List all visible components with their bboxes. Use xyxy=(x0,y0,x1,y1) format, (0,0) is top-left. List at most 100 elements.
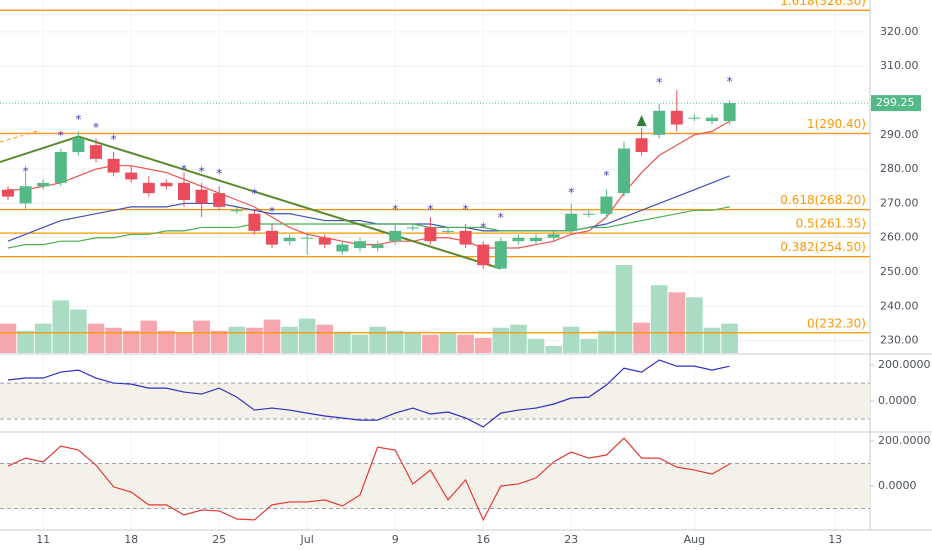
volume-bar xyxy=(457,334,474,353)
volume-bar xyxy=(52,300,70,353)
moving-average xyxy=(7,175,730,242)
candle-body xyxy=(19,186,32,204)
star-marker: * xyxy=(181,162,187,176)
candle-body xyxy=(706,117,718,122)
arrow-marker xyxy=(636,115,647,127)
band-fill xyxy=(0,463,870,509)
y-tick-label: 0.0000 xyxy=(878,479,917,492)
y-tick-label: 200.0000 xyxy=(878,434,931,447)
volume-bar xyxy=(210,330,228,353)
candle-body xyxy=(635,138,648,152)
y-tick-label: 280.00 xyxy=(880,162,919,175)
indicator-line xyxy=(7,437,730,522)
candle-body xyxy=(653,110,666,135)
candle-body xyxy=(618,148,630,194)
fib-label: 0.5(261.35) xyxy=(796,217,866,231)
volume-bar xyxy=(316,324,334,353)
candle-body xyxy=(230,210,243,212)
candle-body xyxy=(301,237,314,239)
candle-body xyxy=(213,193,226,207)
candle-body xyxy=(37,182,50,187)
candle-body xyxy=(477,244,490,266)
star-marker: * xyxy=(23,164,29,178)
volume-bar xyxy=(598,330,615,353)
candle-body xyxy=(582,213,595,215)
last-price-box xyxy=(871,95,921,112)
y-tick-label: 260.00 xyxy=(880,231,919,244)
volume-bar xyxy=(351,334,369,353)
volume-bar xyxy=(580,338,598,353)
x-tick-label: 16 xyxy=(476,533,490,546)
fib-label: 1(290.40) xyxy=(807,117,866,131)
star-marker: * xyxy=(568,185,574,199)
volume-bar xyxy=(175,332,193,353)
volume-bar xyxy=(650,285,668,353)
candle-body xyxy=(354,241,366,249)
y-tick-label: 240.00 xyxy=(880,299,919,312)
volume-bar xyxy=(562,326,580,353)
candle-body xyxy=(178,182,190,200)
candle-body xyxy=(72,138,85,152)
volume-bar xyxy=(527,338,545,353)
candle-body xyxy=(266,230,278,245)
candle-body xyxy=(389,230,402,242)
star-marker: * xyxy=(656,76,662,90)
star-marker: * xyxy=(93,120,99,134)
star-marker: * xyxy=(603,168,609,182)
volume-bar xyxy=(246,327,263,353)
candle-body xyxy=(125,172,138,180)
candle-body xyxy=(195,189,208,204)
volume-bar xyxy=(87,323,105,353)
candle-body xyxy=(530,237,542,242)
last-price-label: 299.25 xyxy=(876,96,915,109)
candle-body xyxy=(371,244,384,249)
candle-body xyxy=(142,182,155,194)
star-marker: * xyxy=(480,220,486,234)
volume-bar xyxy=(422,334,439,353)
star-marker: * xyxy=(111,132,117,146)
candle-body xyxy=(283,237,296,242)
star-marker: * xyxy=(75,113,81,127)
candle-body xyxy=(336,244,349,252)
volume-bar xyxy=(105,327,122,353)
candle-body xyxy=(442,230,454,232)
candle-body xyxy=(2,189,14,197)
volume-bar xyxy=(615,265,633,353)
volume-bar xyxy=(492,327,510,353)
star-marker: * xyxy=(392,202,398,216)
star-marker: * xyxy=(727,74,733,88)
star-marker: * xyxy=(427,202,433,216)
star-marker: * xyxy=(58,128,64,142)
candle-body xyxy=(459,230,472,245)
volume-bar xyxy=(474,337,492,353)
candle-body xyxy=(494,241,507,269)
x-tick-label: 9 xyxy=(392,533,399,546)
volume-bar xyxy=(140,320,158,353)
volume-bar xyxy=(703,327,721,353)
volume-bar xyxy=(633,322,650,353)
star-marker: * xyxy=(269,205,275,219)
volume-bar xyxy=(281,326,298,353)
candle-body xyxy=(670,110,683,125)
indicator-line xyxy=(7,359,730,428)
fib-label: 0(232.30) xyxy=(807,316,866,330)
candle-body xyxy=(547,234,560,238)
volume-bar xyxy=(510,324,527,353)
fib-label: 0.618(268.20) xyxy=(780,193,866,207)
y-tick-label: 250.00 xyxy=(880,265,919,278)
candle-body xyxy=(723,103,736,122)
candle-body xyxy=(90,145,102,159)
candle-body xyxy=(688,117,701,119)
candle-body xyxy=(107,158,120,173)
volume-bar xyxy=(17,330,34,353)
volume-bar xyxy=(34,323,52,353)
star-marker: * xyxy=(251,186,257,200)
star-marker: * xyxy=(498,210,504,224)
y-tick-label: 200.0000 xyxy=(878,358,931,371)
y-tick-label: 230.00 xyxy=(880,334,919,347)
candle-body xyxy=(600,196,613,214)
candle-body xyxy=(406,227,419,229)
volume-bar xyxy=(369,326,386,353)
